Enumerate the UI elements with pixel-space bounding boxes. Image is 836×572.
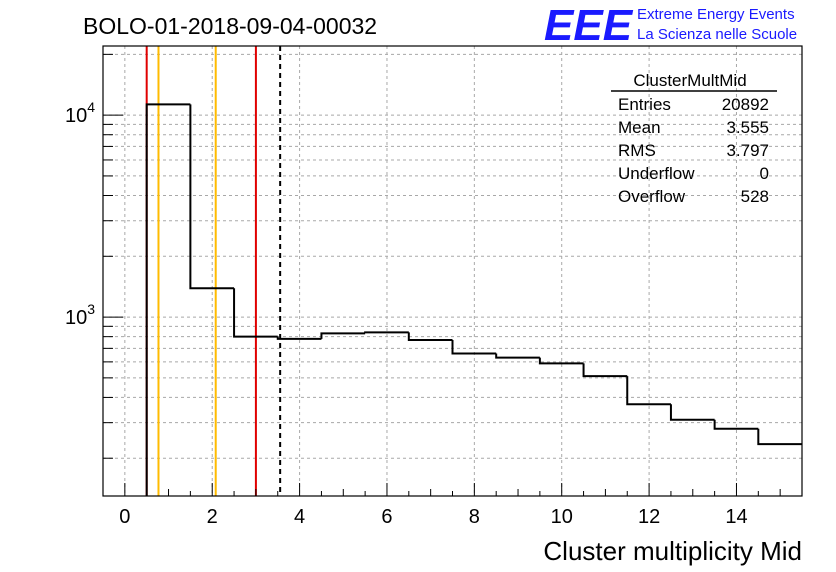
histogram-bin	[276, 336, 322, 340]
stats-value: 528	[741, 187, 769, 206]
stats-value: 0	[760, 164, 769, 183]
histogram-bin	[145, 103, 191, 496]
histogram-bin	[582, 363, 628, 378]
histogram-bin	[451, 339, 497, 355]
eee-logo: EEE Extreme Energy Events La Scienza nel…	[544, 1, 797, 50]
stats-title: ClusterMultMid	[633, 71, 746, 90]
histogram-bin	[495, 353, 540, 359]
stats-value: 3.797	[726, 141, 769, 160]
histogram-bin	[757, 428, 802, 446]
stats-label: Mean	[618, 118, 661, 137]
logo-line-1: Extreme Energy Events	[637, 6, 795, 23]
x-tick-label: 8	[469, 506, 480, 528]
histogram-title: BOLO-01-2018-09-04-00032	[83, 13, 377, 39]
histogram-bin	[407, 332, 453, 341]
histogram-bin	[364, 331, 409, 334]
histogram-bins	[145, 103, 802, 496]
stats-value: 20892	[722, 95, 769, 114]
stats-box: ClusterMultMid Entries 20892 Mean 3.555 RMS 3…	[611, 71, 777, 206]
x-axis-label: Cluster multiplicity Mid	[543, 536, 802, 566]
stats-label: Overflow	[618, 187, 686, 206]
histogram-bin	[233, 288, 278, 338]
stats-label: RMS	[618, 141, 656, 160]
logo-line-2: La Scienza nelle Scuole	[637, 26, 797, 43]
histogram-bin	[320, 332, 366, 339]
histogram-bin	[538, 357, 584, 365]
x-tick-label: 10	[551, 506, 573, 528]
x-tick-label: 14	[725, 506, 747, 528]
histogram-bin	[669, 404, 715, 421]
stats-label: Entries	[618, 95, 671, 114]
stats-value: 3.555	[726, 118, 769, 137]
y-tick-label: 103	[65, 301, 95, 329]
histogram-bin	[189, 104, 235, 290]
axis-ticks: 0 2 4 6 8 10 12 14 103 104	[65, 53, 781, 528]
x-tick-label: 12	[638, 506, 660, 528]
x-tick-label: 4	[294, 506, 305, 528]
stats-label: Underflow	[618, 164, 695, 183]
histogram-bin	[626, 376, 671, 406]
x-tick-label: 6	[381, 506, 392, 528]
eee-logo-mark: EEE	[544, 1, 634, 50]
x-tick-label: 0	[119, 506, 130, 528]
x-tick-label: 2	[207, 506, 218, 528]
histogram-bin	[713, 419, 759, 430]
y-tick-label: 104	[65, 99, 95, 127]
plot-area	[103, 46, 802, 496]
